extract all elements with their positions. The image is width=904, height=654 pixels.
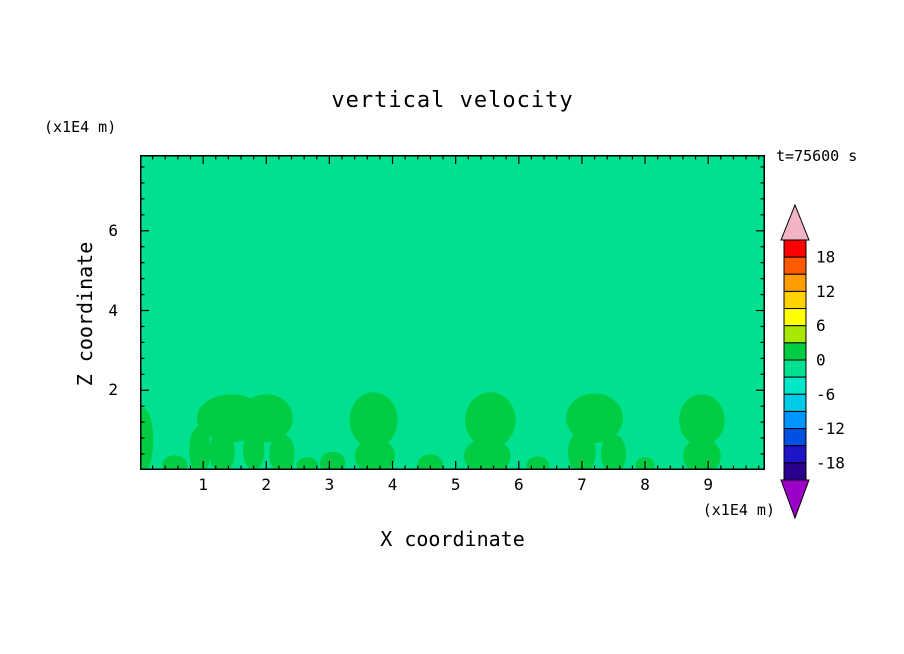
x-axis-title: X coordinate — [380, 527, 525, 551]
updraft-blob — [463, 438, 511, 470]
updraft-blob — [682, 438, 721, 470]
colorbar-tick-label: 0 — [816, 351, 826, 370]
y-axis-unit-label: (x1E4 m) — [44, 118, 117, 136]
x-axis-unit-label: (x1E4 m) — [702, 501, 775, 519]
chart-title: vertical velocity — [331, 88, 574, 113]
updraft-blob — [239, 394, 293, 443]
colorbar-segment — [783, 256, 807, 275]
colorbar-segment — [783, 376, 807, 395]
colorbar-segment — [783, 359, 807, 378]
colorbar-segment — [783, 273, 807, 292]
colorbar-segment — [783, 325, 807, 344]
updraft-blob — [465, 392, 516, 449]
colorbar-tick-label: 18 — [816, 248, 835, 267]
updraft-blob — [679, 394, 725, 447]
y-tick-label: 2 — [108, 380, 118, 400]
y-tick-label: 6 — [108, 220, 118, 240]
x-tick-label: 1 — [198, 475, 208, 494]
x-tick-label: 5 — [450, 475, 461, 494]
colorbar-segment — [783, 290, 807, 310]
y-tick-label: 4 — [108, 300, 118, 320]
colorbar-segment — [783, 342, 807, 361]
x-tick-label: 6 — [513, 475, 524, 494]
colorbar-under-arrow — [780, 479, 810, 520]
updraft-blob — [354, 438, 396, 470]
colorbar-over-arrow — [780, 203, 810, 241]
colorbar-segment — [783, 428, 807, 447]
colorbar-tick-label: -6 — [816, 385, 835, 404]
colorbar-segment — [783, 393, 807, 412]
x-tick-label: 7 — [577, 475, 587, 494]
colorbar: 18 12 6 0 -6 -12 -18 — [780, 203, 845, 520]
updraft-blob — [209, 430, 235, 470]
x-tick-label: 4 — [387, 475, 398, 494]
x-tick-label: 3 — [324, 475, 335, 494]
updraft-blob — [269, 434, 295, 470]
colorbar-segment — [783, 308, 807, 327]
updraft-blob — [242, 430, 265, 470]
x-tick-label: 8 — [640, 475, 650, 494]
x-tick-label: 9 — [703, 475, 713, 494]
plot-frame — [140, 155, 765, 470]
colorbar-tick-label: -18 — [816, 453, 845, 472]
x-tick-label: 2 — [261, 475, 272, 494]
updraft-blob — [600, 434, 627, 470]
colorbar-tick-label: 12 — [816, 282, 835, 301]
colorbar-segment — [783, 239, 807, 258]
updraft-blob — [319, 451, 346, 470]
updraft-blob — [189, 426, 211, 470]
colorbar-segment — [783, 445, 807, 464]
updraft-blob — [349, 392, 398, 449]
contour-plot-area — [140, 155, 765, 470]
updraft-blob — [162, 455, 188, 470]
updraft-blob — [296, 457, 319, 470]
colorbar-segment — [783, 462, 807, 481]
updraft-contours — [140, 392, 725, 470]
updraft-blob — [417, 454, 444, 470]
updraft-blob — [526, 456, 550, 470]
time-annotation: t=75600 s — [776, 147, 858, 165]
colorbar-tick-label: -12 — [816, 419, 845, 438]
updraft-blob — [568, 430, 596, 470]
colorbar-segment — [783, 410, 807, 430]
colorbar-tick-label: 6 — [816, 316, 826, 335]
